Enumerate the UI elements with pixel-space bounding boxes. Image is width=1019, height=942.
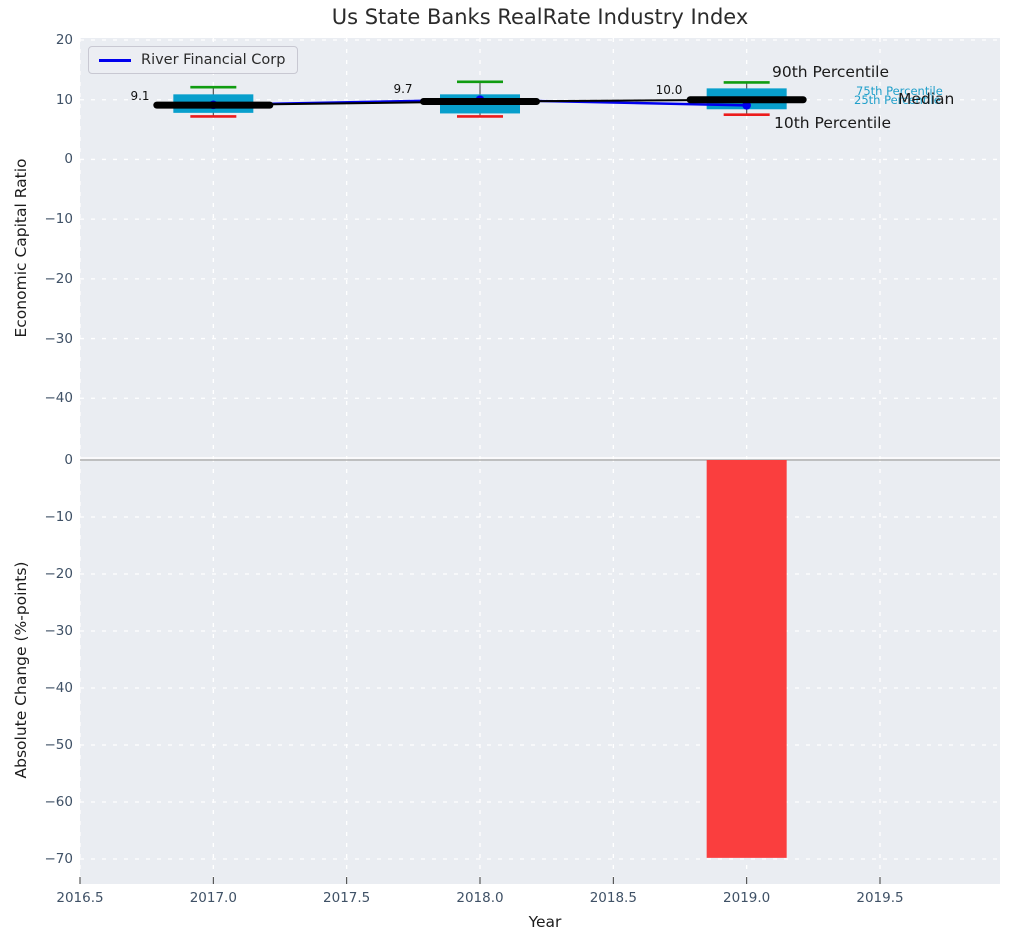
y-tick-label-bottom: −60: [44, 794, 74, 810]
x-tick-label: 2018.5: [589, 890, 637, 906]
y-tick-label-top: 20: [55, 32, 73, 48]
y-tick-label-top: −30: [44, 330, 74, 347]
bottom-axes: [80, 458, 1000, 884]
y-tick-label-top: 10: [55, 91, 73, 108]
legend-label: River Financial Corp: [141, 52, 286, 68]
y-tick-label-bottom: −70: [44, 851, 74, 867]
x-tick-label: 2017.0: [189, 890, 237, 906]
x-tick-label: 2019.5: [856, 890, 904, 906]
y-tick-label-bottom: 0: [64, 452, 73, 468]
y-tick-label-bottom: −30: [44, 623, 74, 639]
y-tick-label-top: 0: [64, 151, 73, 168]
x-tick-label: 2017.5: [323, 890, 371, 906]
y-tick-label-bottom: −20: [44, 566, 74, 582]
y-axis-label-bottom: Absolute Change (%-points): [12, 561, 30, 779]
annotation-75th-percentile: 75th Percentile: [856, 84, 943, 98]
chart-title: Us State Banks RealRate Industry Index: [331, 5, 749, 29]
annotation-10th-percentile: 10th Percentile: [774, 114, 892, 132]
median-value-label-2019: 10.0: [655, 83, 683, 97]
annotation-25th-percentile: 25th Percentile: [854, 93, 941, 107]
y-tick-label-bottom: −10: [44, 509, 74, 525]
x-tick-label: 2019.0: [723, 890, 771, 906]
x-tick-label: 2018.0: [456, 890, 504, 906]
legend: River Financial Corp: [88, 46, 299, 74]
y-tick-label-bottom: −50: [44, 737, 74, 753]
x-axis-label: Year: [528, 913, 562, 931]
y-axis-label-top: Economic Capital Ratio: [12, 158, 30, 338]
y-tick-label-bottom: −40: [44, 680, 74, 696]
y-tick-label-top: −10: [44, 211, 74, 228]
annotation-median: Median: [898, 90, 955, 108]
y-tick-label-top: −20: [44, 270, 74, 287]
annotation-90th-percentile: 90th Percentile: [772, 63, 890, 81]
legend-line-icon: [99, 58, 131, 62]
median-value-label-2018: 9.7: [393, 82, 413, 96]
x-tick-label: 2016.5: [56, 890, 104, 906]
y-tick-label-top: −40: [44, 390, 74, 407]
median-value-label-2017: 9.1: [130, 89, 150, 103]
